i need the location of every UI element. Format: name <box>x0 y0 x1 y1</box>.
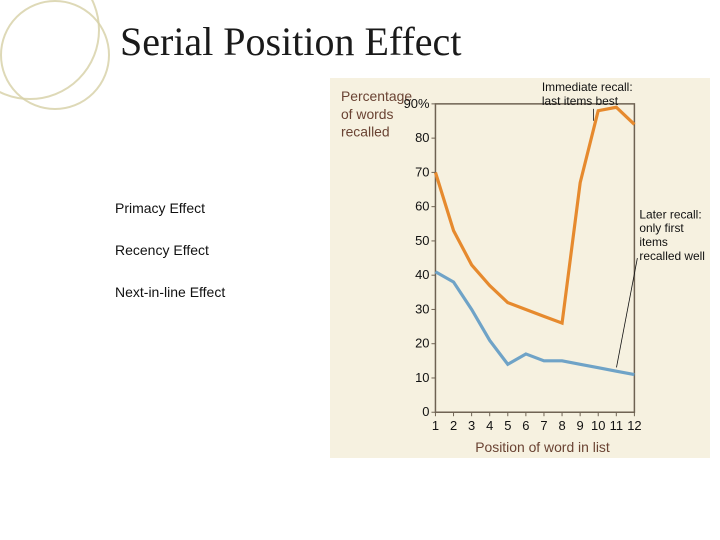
y-tick-label: 0 <box>422 404 429 419</box>
annotation-immediate-2: last items best <box>542 94 619 108</box>
x-tick-label: 10 <box>591 418 605 433</box>
y-tick-label: 50 <box>415 233 429 248</box>
x-tick-label: 2 <box>450 418 457 433</box>
x-tick-label: 8 <box>558 418 565 433</box>
x-axis-title: Position of word in list <box>475 439 610 455</box>
x-tick-label: 12 <box>627 418 641 433</box>
x-tick-label: 4 <box>486 418 493 433</box>
bullet-list: Primacy Effect Recency Effect Next-in-li… <box>115 200 315 326</box>
list-item: Next-in-line Effect <box>115 284 315 300</box>
y-tick-label: 70 <box>415 164 429 179</box>
y-tick-label: 60 <box>415 199 429 214</box>
y-tick-label: 20 <box>415 336 429 351</box>
line-later-recall <box>435 272 634 375</box>
annotation-later-3: items <box>639 235 668 249</box>
y-tick-label: 40 <box>415 267 429 282</box>
corner-decoration <box>0 0 120 120</box>
y-tick-label: 10 <box>415 370 429 385</box>
decoration-ring-outer <box>0 0 100 100</box>
x-tick-label: 6 <box>522 418 529 433</box>
list-item: Primacy Effect <box>115 200 315 216</box>
annotation-immediate-1: Immediate recall: <box>542 80 633 94</box>
annotation-later-4: recalled well <box>639 249 705 263</box>
annotation-later-2: only first <box>639 221 684 235</box>
annotation-later-1: Later recall: <box>639 207 701 221</box>
plot-border <box>435 104 634 412</box>
line-immediate-recall <box>435 107 634 323</box>
y-axis-label-2: of words <box>341 106 394 122</box>
y-tick-label: 80 <box>415 130 429 145</box>
y-tick-label: 30 <box>415 301 429 316</box>
y-axis-label-1: Percentage <box>341 88 412 104</box>
list-item: Recency Effect <box>115 242 315 258</box>
x-tick-label: 1 <box>432 418 439 433</box>
x-tick-label: 3 <box>468 418 475 433</box>
page-title: Serial Position Effect <box>120 18 461 65</box>
x-tick-label: 11 <box>610 418 623 433</box>
y-axis-ticks: 0 10 20 30 40 50 60 70 80 90% <box>404 96 436 419</box>
x-tick-label: 7 <box>540 418 547 433</box>
chart-svg: Percentage of words recalled Immediate r… <box>331 79 709 457</box>
decoration-ring-inner <box>0 0 110 110</box>
x-axis-ticks: 123456789101112 <box>432 412 642 433</box>
serial-position-chart: Percentage of words recalled Immediate r… <box>330 78 710 458</box>
x-tick-label: 9 <box>577 418 584 433</box>
y-axis-label-3: recalled <box>341 124 390 140</box>
y-tick-label: 90% <box>404 96 430 111</box>
x-tick-label: 5 <box>504 418 511 433</box>
